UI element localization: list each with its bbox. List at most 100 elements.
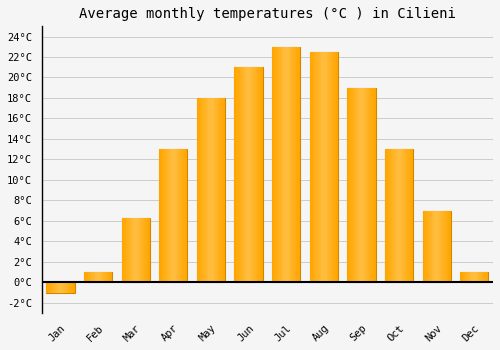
Bar [322,52,324,282]
Bar [159,149,160,282]
Bar [46,282,74,293]
Bar [386,149,388,282]
Bar [256,67,257,282]
Bar [326,52,328,282]
Bar [446,211,448,282]
Bar [395,149,396,282]
Bar [136,218,137,282]
Bar [408,149,409,282]
Bar [148,218,150,282]
Bar [84,272,86,282]
Bar [101,272,102,282]
Bar [197,98,225,282]
Bar [102,272,104,282]
Bar [390,149,392,282]
Bar [72,282,73,293]
Bar [52,282,54,293]
Bar [321,52,322,282]
Bar [165,149,166,282]
Bar [432,211,434,282]
Bar [87,272,88,282]
Bar [298,47,299,282]
Bar [354,88,356,282]
Bar [260,67,261,282]
Bar [448,211,450,282]
Bar [402,149,403,282]
Bar [146,218,147,282]
Bar [427,211,428,282]
Bar [279,47,280,282]
Bar [182,149,183,282]
Bar [468,272,470,282]
Bar [284,47,285,282]
Bar [243,67,244,282]
Bar [328,52,330,282]
Bar [480,272,482,282]
Bar [310,52,311,282]
Bar [428,211,430,282]
Bar [363,88,364,282]
Bar [134,218,136,282]
Bar [90,272,91,282]
Bar [54,282,55,293]
Bar [398,149,399,282]
Bar [142,218,143,282]
Bar [133,218,134,282]
Bar [123,218,124,282]
Bar [410,149,412,282]
Bar [276,47,278,282]
Bar [472,272,473,282]
Bar [91,272,92,282]
Bar [334,52,335,282]
Bar [132,218,133,282]
Bar [320,52,321,282]
Bar [444,211,445,282]
Bar [253,67,254,282]
Bar [56,282,58,293]
Bar [431,211,432,282]
Bar [467,272,468,282]
Bar [124,218,126,282]
Bar [218,98,220,282]
Bar [278,47,279,282]
Bar [172,149,174,282]
Bar [206,98,208,282]
Bar [435,211,436,282]
Bar [144,218,146,282]
Bar [211,98,212,282]
Bar [324,52,325,282]
Bar [463,272,464,282]
Bar [138,218,140,282]
Bar [64,282,66,293]
Bar [399,149,400,282]
Bar [238,67,240,282]
Bar [221,98,222,282]
Bar [330,52,331,282]
Bar [288,47,289,282]
Bar [312,52,314,282]
Bar [84,272,112,282]
Bar [140,218,141,282]
Bar [59,282,60,293]
Bar [426,211,427,282]
Bar [487,272,488,282]
Bar [299,47,300,282]
Bar [122,218,123,282]
Bar [143,218,144,282]
Bar [179,149,180,282]
Bar [252,67,253,282]
Bar [388,149,389,282]
Bar [484,272,486,282]
Bar [486,272,487,282]
Bar [336,52,338,282]
Bar [275,47,276,282]
Bar [210,98,211,282]
Bar [274,47,275,282]
Bar [460,272,462,282]
Bar [318,52,320,282]
Bar [350,88,352,282]
Bar [160,149,162,282]
Bar [86,272,87,282]
Bar [169,149,170,282]
Bar [335,52,336,282]
